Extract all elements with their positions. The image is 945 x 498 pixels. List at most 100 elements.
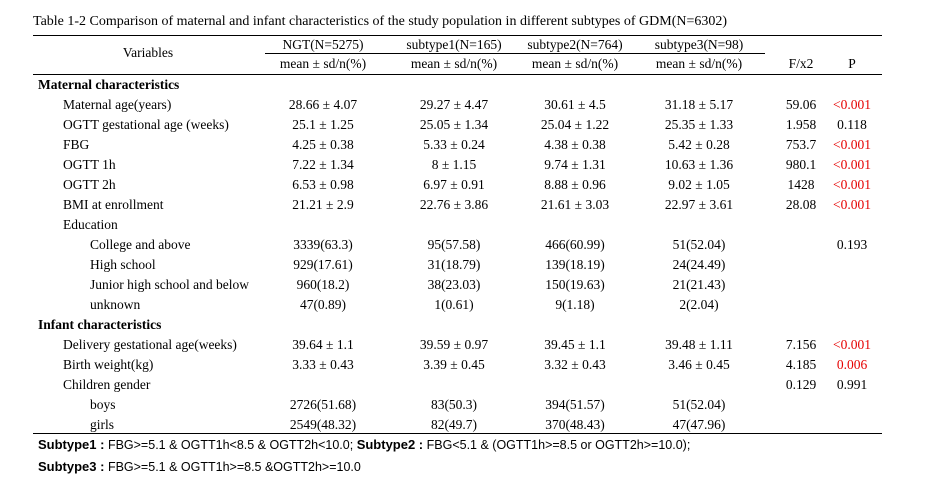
- subtype3-note-text: FBG>=5.1 & OGTT1h>=8.5 &OGTT2h>=10.0: [104, 460, 361, 474]
- p-value-cell: <0.001: [833, 157, 871, 172]
- f-stat-cell: 0.129: [785, 377, 817, 392]
- top-rule: [33, 35, 882, 36]
- value-cell: 25.05 ± 1.34: [419, 117, 489, 132]
- value-cell: 25.1 ± 1.25: [292, 117, 354, 132]
- row-label: Birth weight(kg): [63, 357, 154, 372]
- f-stat-cell: 28.08: [785, 197, 817, 212]
- value-cell: 39.48 ± 1.11: [665, 337, 733, 352]
- header-group-ngt: NGT(N=5275): [282, 37, 364, 52]
- value-cell: 39.64 ± 1.1: [292, 337, 354, 352]
- p-value-cell: <0.001: [833, 197, 871, 212]
- subtype2-note-text: FBG<5.1 & (OGTT1h>=8.5 or OGTT2h>=10.0);: [423, 438, 691, 452]
- table-notes: Subtype1 : FBG>=5.1 & OGTT1h<8.5 & OGTT2…: [38, 434, 690, 478]
- value-cell: 929(17.61): [293, 257, 353, 272]
- notes-line-1: Subtype1 : FBG>=5.1 & OGTT1h<8.5 & OGTT2…: [38, 434, 690, 456]
- value-cell: 5.33 ± 0.24: [423, 137, 485, 152]
- p-value-cell: 0.118: [837, 117, 867, 132]
- subtype1-note-text: FBG>=5.1 & OGTT1h<8.5 & OGTT2h<10.0;: [104, 438, 357, 452]
- value-cell: 39.45 ± 1.1: [544, 337, 606, 352]
- header-f-stat: F/x2: [788, 56, 814, 71]
- value-cell: 5.42 ± 0.28: [668, 137, 730, 152]
- row-label: High school: [90, 257, 156, 272]
- value-cell: 1(0.61): [434, 297, 474, 312]
- value-cell: 25.35 ± 1.33: [664, 117, 734, 132]
- header-group-subtype2: subtype2(N=764): [527, 37, 623, 52]
- value-cell: 960(18.2): [296, 277, 350, 292]
- row-label: OGTT gestational age (weeks): [63, 117, 229, 132]
- p-value-cell: <0.001: [833, 97, 871, 112]
- header-stat-subtype2: mean ± sd/n(%): [531, 56, 619, 71]
- f-stat-cell: 1428: [787, 177, 815, 192]
- header-rule: [33, 74, 882, 75]
- value-cell: 10.63 ± 1.36: [664, 157, 734, 172]
- p-value-cell: 0.991: [836, 377, 868, 392]
- subtype2-note-label: Subtype2 :: [356, 437, 424, 452]
- value-cell: 150(19.63): [545, 277, 605, 292]
- header-stat-subtype1: mean ± sd/n(%): [410, 56, 498, 71]
- value-cell: 29.27 ± 4.47: [419, 97, 489, 112]
- value-cell: 24(24.49): [672, 257, 726, 272]
- value-cell: 139(18.19): [545, 257, 605, 272]
- header-variables: Variables: [122, 45, 174, 60]
- row-label: boys: [90, 397, 116, 412]
- value-cell: 6.53 ± 0.98: [292, 177, 354, 192]
- row-label: BMI at enrollment: [63, 197, 164, 212]
- value-cell: 4.38 ± 0.38: [544, 137, 606, 152]
- f-stat-cell: 980.1: [785, 157, 817, 172]
- value-cell: 7.22 ± 1.34: [292, 157, 354, 172]
- header-p-value: P: [848, 56, 856, 71]
- value-cell: 3339(63.3): [293, 237, 353, 252]
- row-label: College and above: [90, 237, 191, 252]
- value-cell: 51(52.04): [672, 397, 726, 412]
- f-stat-cell: 753.7: [785, 137, 817, 152]
- header-stat-ngt: mean ± sd/n(%): [279, 56, 367, 71]
- notes-line-2: Subtype3 : FBG>=5.1 & OGTT1h>=8.5 &OGTT2…: [38, 456, 690, 478]
- value-cell: 21.61 ± 3.03: [540, 197, 610, 212]
- p-value-cell: <0.001: [833, 137, 871, 152]
- value-cell: 28.66 ± 4.07: [288, 97, 358, 112]
- p-value-cell: 0.193: [836, 237, 868, 252]
- row-label: unknown: [90, 297, 141, 312]
- subtype3-note-label: Subtype3 :: [38, 459, 105, 474]
- section-heading: Infant characteristics: [38, 317, 162, 332]
- row-label: girls: [90, 417, 115, 432]
- subtype1-note-label: Subtype1 :: [38, 437, 105, 452]
- table-caption: Table 1-2 Comparison of maternal and inf…: [33, 14, 728, 29]
- bottom-rule: [33, 433, 882, 434]
- value-cell: 25.04 ± 1.22: [540, 117, 610, 132]
- value-cell: 8.88 ± 0.96: [544, 177, 606, 192]
- row-label: Junior high school and below: [90, 277, 249, 292]
- p-value-cell: <0.001: [833, 337, 871, 352]
- value-cell: 2726(51.68): [289, 397, 357, 412]
- header-group-subtype1: subtype1(N=165): [406, 37, 502, 52]
- value-cell: 3.32 ± 0.43: [544, 357, 606, 372]
- f-stat-cell: 7.156: [785, 337, 817, 352]
- value-cell: 370(48.43): [545, 417, 605, 432]
- header-stat-subtype3: mean ± sd/n(%): [655, 56, 743, 71]
- value-cell: 22.76 ± 3.86: [419, 197, 489, 212]
- value-cell: 2549(48.32): [289, 417, 357, 432]
- value-cell: 82(49.7): [430, 417, 478, 432]
- value-cell: 38(23.03): [427, 277, 481, 292]
- value-cell: 51(52.04): [672, 237, 726, 252]
- p-value-cell: 0.006: [836, 357, 868, 372]
- value-cell: 3.46 ± 0.45: [668, 357, 730, 372]
- value-cell: 8 ± 1.15: [431, 157, 477, 172]
- value-cell: 95(57.58): [427, 237, 481, 252]
- header-subrule: [265, 53, 765, 54]
- value-cell: 2(2.04): [679, 297, 719, 312]
- value-cell: 22.97 ± 3.61: [664, 197, 734, 212]
- value-cell: 30.61 ± 4.5: [544, 97, 606, 112]
- value-cell: 39.59 ± 0.97: [419, 337, 489, 352]
- row-label: Maternal age(years): [63, 97, 172, 112]
- f-stat-cell: 59.06: [785, 97, 817, 112]
- value-cell: 4.25 ± 0.38: [292, 137, 354, 152]
- value-cell: 466(60.99): [545, 237, 605, 252]
- value-cell: 21(21.43): [672, 277, 726, 292]
- value-cell: 83(50.3): [430, 397, 478, 412]
- value-cell: 21.21 ± 2.9: [292, 197, 354, 212]
- f-stat-cell: 4.185: [785, 357, 817, 372]
- value-cell: 9(1.18): [555, 297, 595, 312]
- row-label: OGTT 2h: [63, 177, 116, 192]
- f-stat-cell: 1.958: [785, 117, 817, 132]
